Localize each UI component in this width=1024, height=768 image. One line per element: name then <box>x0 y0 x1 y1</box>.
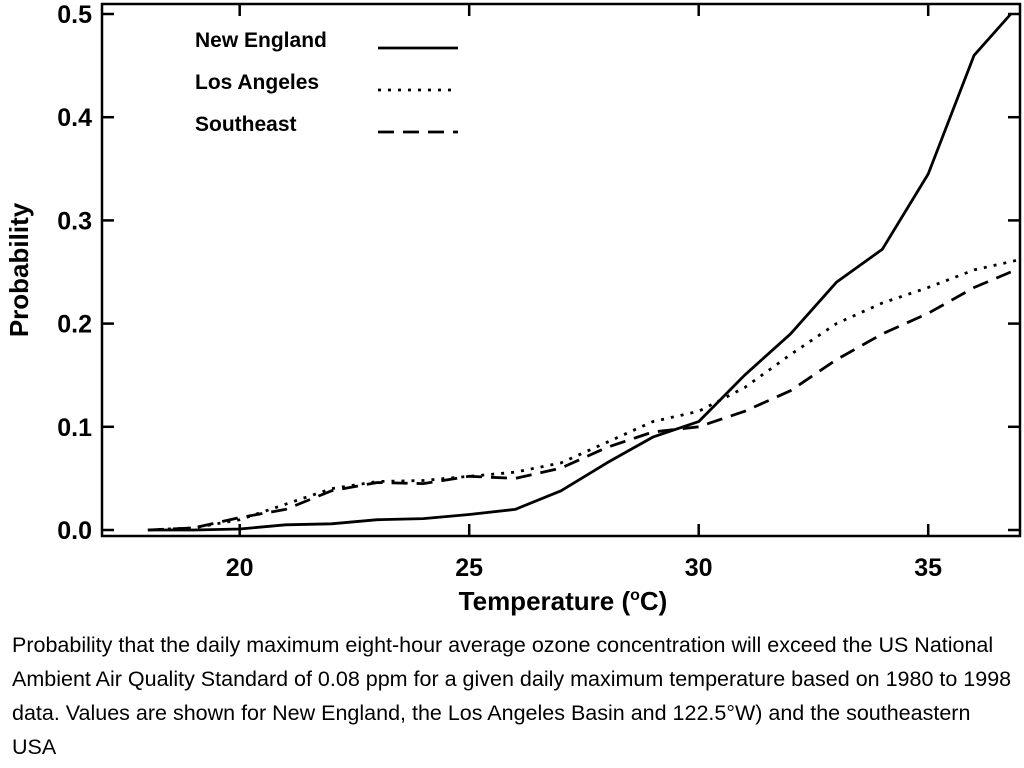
y-axis-title: Probability <box>4 202 34 337</box>
legend-label-southeast: Southeast <box>195 113 297 136</box>
series-line-new-england <box>147 13 1012 532</box>
x-tick-label: 35 <box>914 554 942 582</box>
legend-label-los-angeles: Los Angeles <box>195 71 319 94</box>
x-axis-title-main: Temperature ( <box>459 586 631 616</box>
plot-frame <box>100 2 1022 538</box>
y-tick-label: 0.2 <box>57 311 92 339</box>
x-axis-title: Temperature (oC) <box>459 586 668 616</box>
legend: New England Los Angeles Southeast <box>195 29 458 136</box>
x-tick-label: 25 <box>455 554 483 582</box>
x-axis-title-unit: C) <box>640 586 667 616</box>
y-tick-label: 0.3 <box>57 207 92 235</box>
legend-label-new-england: New England <box>195 29 327 52</box>
x-tick-label: 30 <box>685 554 713 582</box>
y-tick-label: 0.0 <box>57 517 92 545</box>
series-line-southeast <box>147 270 1012 532</box>
x-tick-label: 20 <box>226 554 254 582</box>
y-tick-label: 0.5 <box>57 1 92 29</box>
ozone-probability-chart: 0.0 0.1 0.2 0.3 0.4 0.5 20 25 30 35 New England L… <box>4 1 1022 616</box>
y-tick-label: 0.1 <box>57 414 92 442</box>
y-tick-label: 0.4 <box>57 104 92 132</box>
x-axis: 20 25 30 35 <box>226 4 942 582</box>
series-lines <box>147 13 1021 532</box>
y-axis: 0.0 0.1 0.2 0.3 0.4 0.5 <box>57 1 1020 545</box>
figure-caption: Probability that the daily maximum eight… <box>12 633 1012 759</box>
x-axis-title-degree: o <box>630 587 640 604</box>
series-line-los-angeles <box>147 258 1021 532</box>
